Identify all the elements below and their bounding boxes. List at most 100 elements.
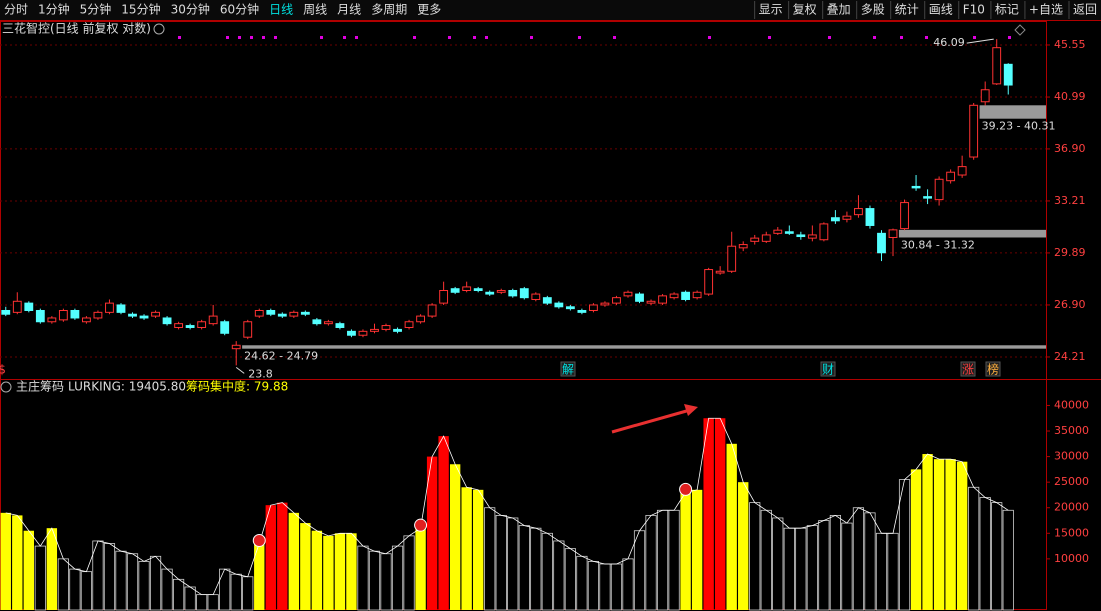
event-marker[interactable]: 涨 <box>962 362 974 377</box>
y-tick-label: 25000 <box>1054 475 1089 488</box>
candle-body <box>116 304 126 313</box>
candle-body <box>681 291 691 300</box>
bar <box>46 528 58 610</box>
y-tick-label: 30000 <box>1054 450 1089 463</box>
event-marker[interactable]: 榜 <box>987 362 999 377</box>
title-menu[interactable] <box>153 23 165 35</box>
toolbar-tab[interactable]: 60分钟 <box>220 2 259 17</box>
bar <box>933 459 945 610</box>
candle-body <box>900 202 909 230</box>
candle-body <box>658 295 667 304</box>
bar <box>426 456 438 610</box>
candle-body <box>865 208 875 226</box>
annotation-arrowhead <box>684 404 698 416</box>
bar <box>726 443 737 610</box>
bar <box>576 555 588 611</box>
bar <box>587 561 600 611</box>
candle-body <box>715 270 725 274</box>
toolbar-tab[interactable]: 更多 <box>417 3 441 17</box>
toolbar-tab[interactable]: 多周期 <box>371 3 407 17</box>
trend-line <box>5 417 1009 596</box>
bar <box>473 489 484 610</box>
y-tick-label: 35000 <box>1054 424 1089 437</box>
bar <box>334 533 346 610</box>
event-badge <box>560 361 576 377</box>
bar <box>507 517 519 611</box>
candle-body <box>1003 63 1013 86</box>
candle-body <box>335 323 345 328</box>
indicator-menu[interactable] <box>0 381 12 393</box>
y-tick-label: 24.21 <box>1054 350 1086 363</box>
bar <box>795 527 807 611</box>
toolbar-tab[interactable]: 1分钟 <box>38 2 70 17</box>
bar <box>564 548 576 611</box>
toolbar-tab[interactable]: 30分钟 <box>171 2 210 17</box>
toolbar-tab[interactable]: 周线 <box>303 3 327 17</box>
bar <box>115 550 127 611</box>
bar <box>368 550 381 611</box>
candle-body <box>946 171 956 182</box>
bar <box>772 517 784 611</box>
candle-body <box>508 289 518 297</box>
candle-body <box>773 229 783 234</box>
toolbar-button[interactable]: 复权 <box>793 3 817 17</box>
toolbar-tab[interactable]: 5分钟 <box>80 2 112 17</box>
candle-body <box>496 289 506 293</box>
candle-body <box>416 315 425 323</box>
toolbar-tab[interactable]: 日线 <box>269 3 293 17</box>
event-marker[interactable]: 解 <box>562 363 574 377</box>
signal-ball <box>414 518 428 532</box>
bar <box>703 418 714 610</box>
candle-body <box>473 288 483 291</box>
candle-body <box>738 244 748 249</box>
bar <box>184 586 196 611</box>
candle-body <box>139 315 149 319</box>
candle-body <box>877 232 886 254</box>
candle-body <box>82 317 91 323</box>
bar <box>530 527 542 611</box>
signal-ball <box>252 534 266 548</box>
bar <box>1002 509 1014 611</box>
toolbar-tab[interactable]: 15分钟 <box>121 2 160 17</box>
candle-body <box>254 309 264 317</box>
event-badge <box>960 361 976 377</box>
event-marker[interactable]: $ <box>0 363 6 377</box>
signal-dots <box>178 36 1011 39</box>
toolbar-button[interactable]: 叠加 <box>827 3 851 17</box>
bar <box>126 553 139 611</box>
toolbar-button[interactable]: 显示 <box>759 3 783 17</box>
toolbar-button[interactable]: 返回 <box>1073 3 1097 17</box>
toolbar-tab[interactable]: 月线 <box>337 3 361 17</box>
indicator-title: 主庄筹码 <box>16 379 64 394</box>
toolbar-button[interactable]: 多股 <box>861 3 885 17</box>
candle-body <box>220 321 230 334</box>
toolbar-tab[interactable]: 分时 <box>4 3 28 17</box>
chart-title: 三花智控(日线 前复权 对数) <box>2 21 151 36</box>
event-marker[interactable]: 财 <box>822 363 834 377</box>
bar <box>818 520 830 611</box>
toolbar-button[interactable]: 画线 <box>929 3 953 17</box>
toolbar-button[interactable]: +自选 <box>1029 3 1063 17</box>
candle-body <box>531 293 541 300</box>
candle-body <box>358 330 368 336</box>
candle-body <box>105 302 114 313</box>
bar <box>829 514 841 611</box>
bar <box>23 530 34 610</box>
candle-body <box>600 302 610 306</box>
min-label: 23.8 <box>248 367 273 380</box>
bar <box>461 487 472 610</box>
toolbar-button[interactable]: F10 <box>963 3 985 17</box>
bar <box>783 527 795 611</box>
bar <box>680 492 691 610</box>
bar <box>864 512 876 611</box>
toolbar-button[interactable]: 标记 <box>995 3 1019 17</box>
candle-body <box>231 344 241 350</box>
toolbar-button[interactable]: 统计 <box>895 3 919 17</box>
zone-label: 30.84 - 31.32 <box>901 238 975 251</box>
candle-body <box>381 325 391 330</box>
bar <box>161 568 173 611</box>
candle-body <box>266 309 276 315</box>
candle-body <box>992 47 1002 85</box>
candle-body <box>151 311 160 317</box>
